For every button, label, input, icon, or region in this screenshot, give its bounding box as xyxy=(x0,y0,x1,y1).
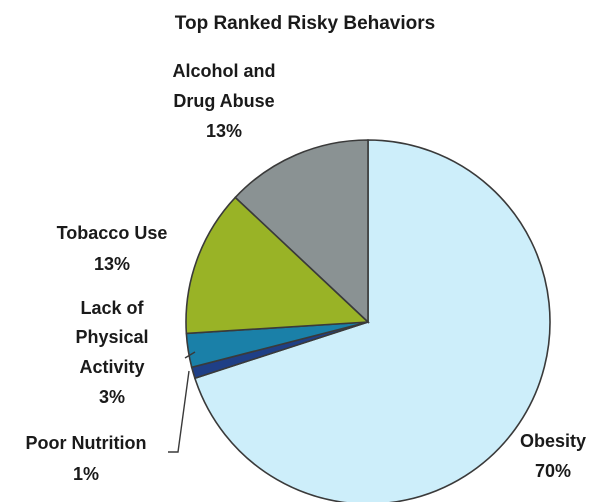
pie-slices xyxy=(185,139,551,502)
label-lack-line1: Lack of xyxy=(80,298,144,318)
label-alcohol-line2: Drug Abuse xyxy=(173,91,274,111)
label-poor-nutrition: Poor Nutrition 1% xyxy=(26,433,147,484)
label-alcohol-line1: Alcohol and xyxy=(173,61,276,81)
pie-slice-tobacco-use xyxy=(185,196,370,335)
label-tobacco-use: Tobacco Use 13% xyxy=(57,223,168,274)
label-tobacco-name: Tobacco Use xyxy=(57,223,168,243)
label-obesity-name: Obesity xyxy=(520,431,586,451)
label-obesity-value: 70% xyxy=(535,461,571,481)
label-lack-of-physical-activity: Lack of Physical Activity 3% xyxy=(75,298,148,407)
label-lack-line2: Physical xyxy=(75,327,148,347)
label-poor-nutrition-value: 1% xyxy=(73,464,99,484)
leader-line-lack-of-physical-activity xyxy=(184,351,196,359)
chart-title: Top Ranked Risky Behaviors xyxy=(175,13,435,34)
label-lack-value: 3% xyxy=(99,387,125,407)
label-poor-nutrition-name: Poor Nutrition xyxy=(26,433,147,453)
leader-line-poor-nutrition xyxy=(168,370,190,453)
label-tobacco-value: 13% xyxy=(94,254,130,274)
label-alcohol-and-drug-abuse: Alcohol and Drug Abuse 13% xyxy=(173,61,276,141)
label-lack-line3: Activity xyxy=(79,357,144,377)
pie-slice-obesity xyxy=(193,139,551,502)
label-obesity: Obesity 70% xyxy=(520,431,586,481)
label-alcohol-value: 13% xyxy=(206,121,242,141)
pie-slice-alcohol-and-drug-abuse xyxy=(234,139,369,324)
